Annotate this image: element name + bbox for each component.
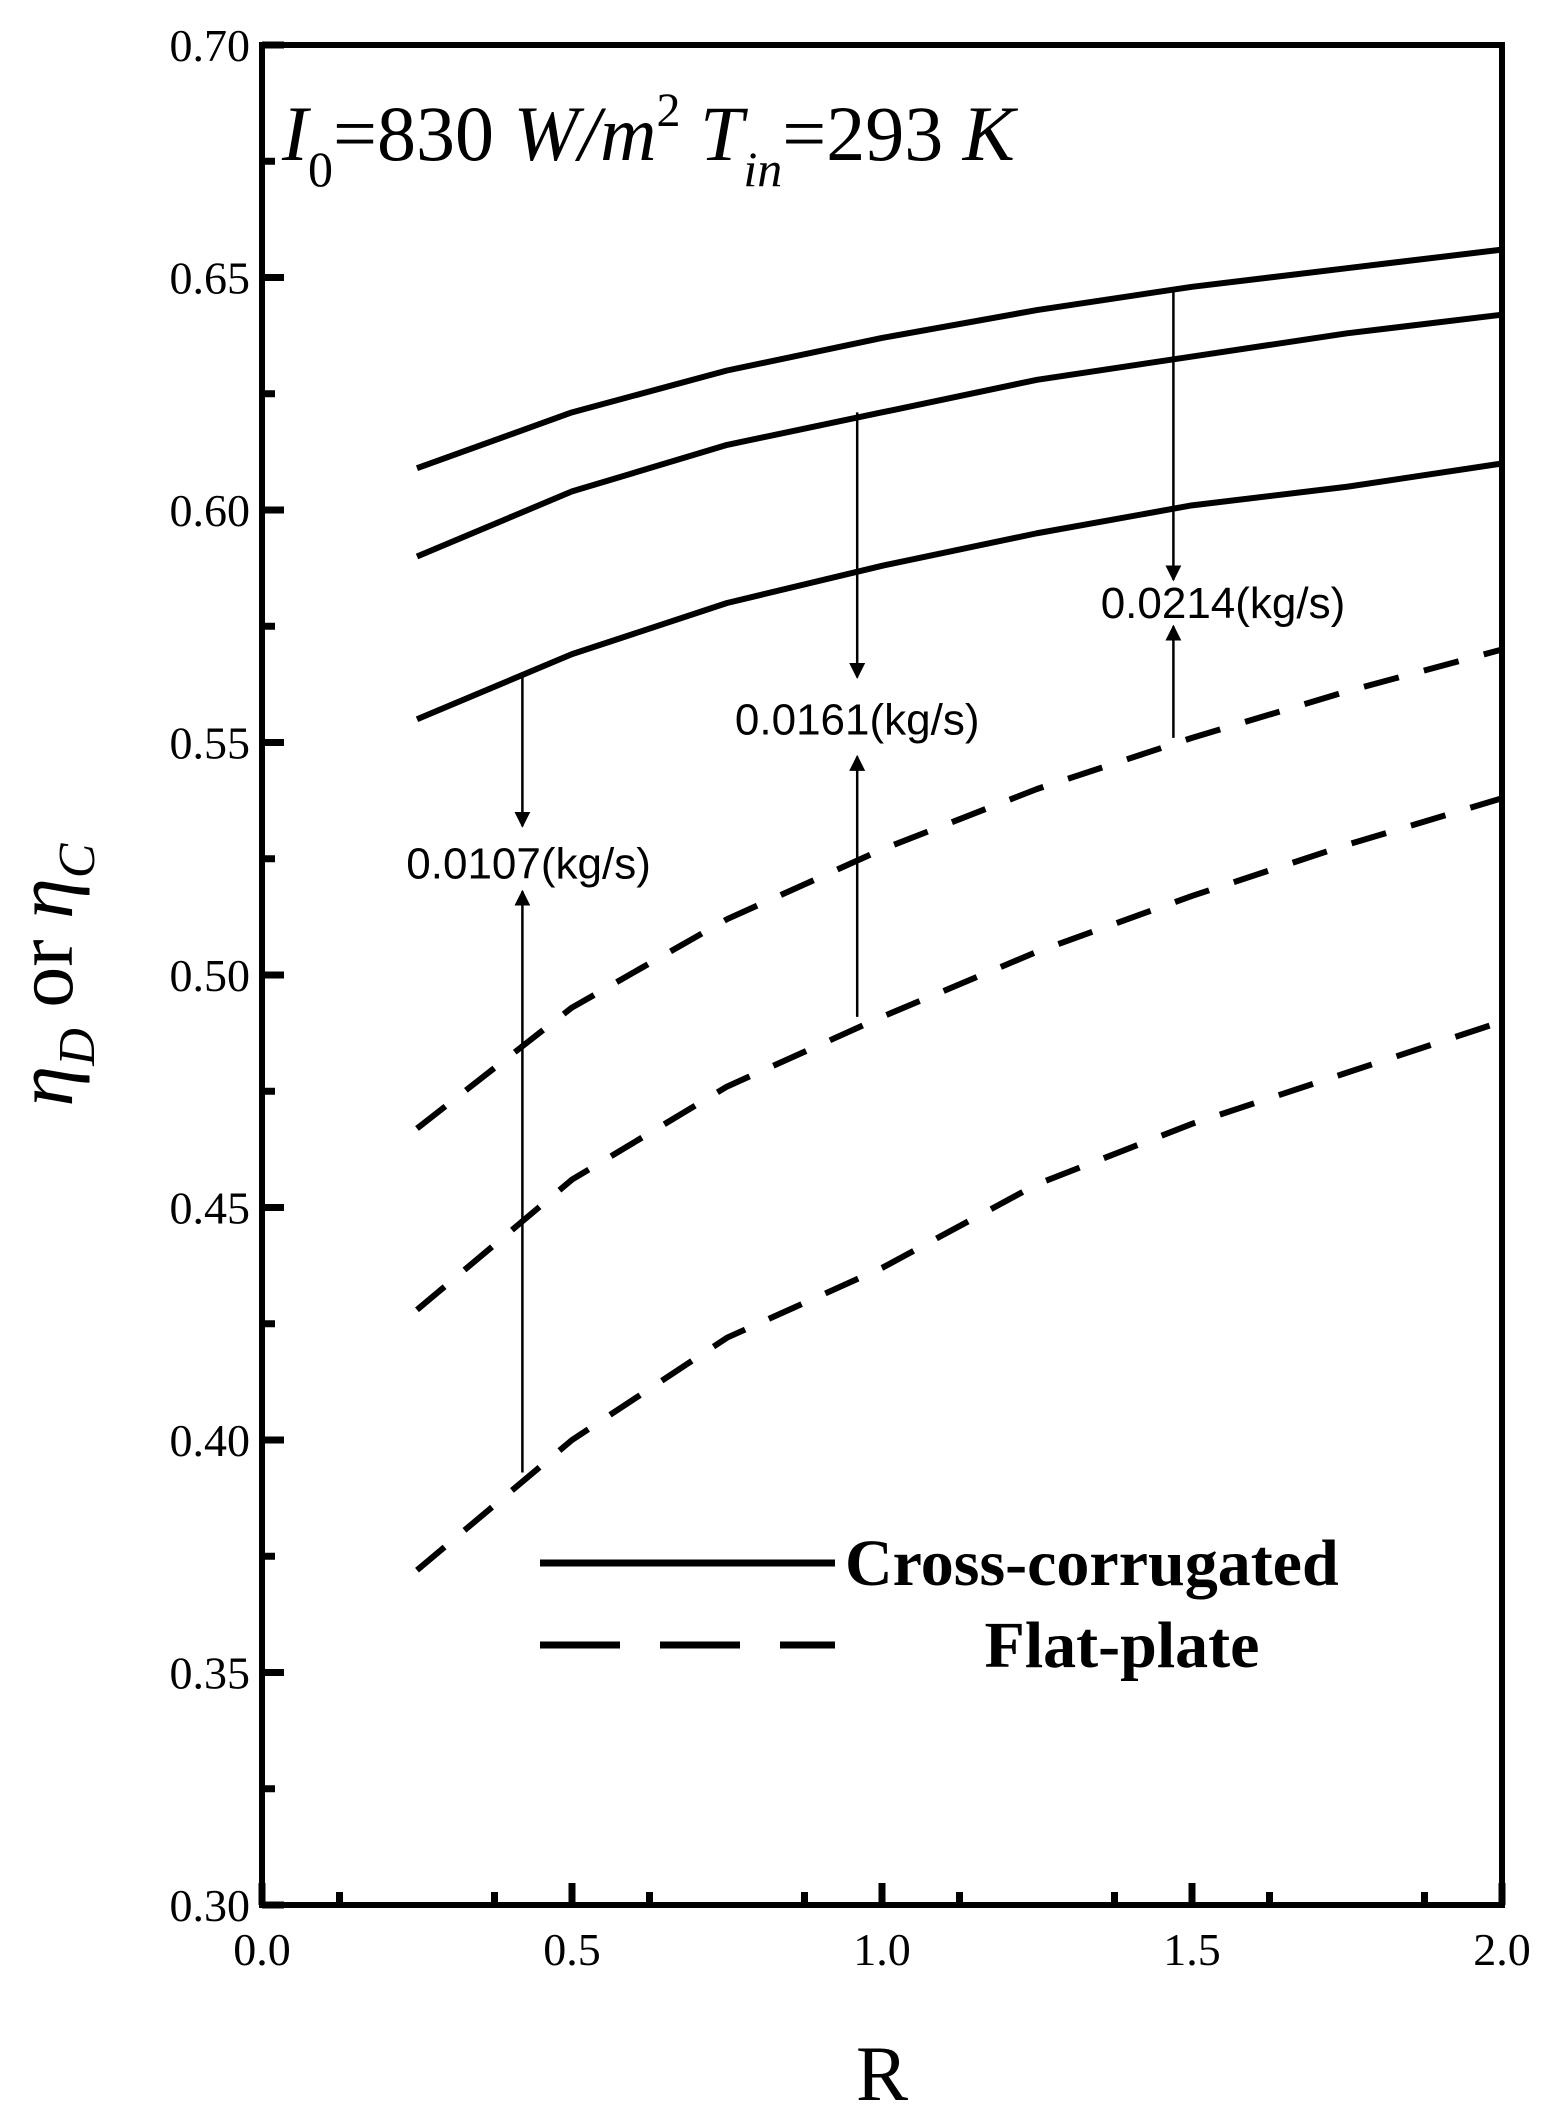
- y-tick-label: 0.40: [170, 1415, 251, 1466]
- y-tick-label: 0.45: [170, 1183, 251, 1234]
- mass-flow-label-3: 0.0214(kg/s): [1101, 579, 1346, 628]
- plot-frame: [259, 42, 1505, 1908]
- x-tick-label: 1.5: [1163, 1924, 1221, 1975]
- legend-label-cross-corrugated: Cross-corrugated: [845, 1527, 1339, 1600]
- x-axis-title: R: [856, 2030, 908, 2117]
- irradiance-symbol: I: [281, 90, 312, 177]
- y-axis-or: or: [0, 939, 90, 1007]
- conditions-label: I0=830 W/m2 Tin=293 K: [281, 84, 1019, 197]
- series-layer: [415, 246, 1503, 1573]
- y-tick-label: 0.65: [170, 253, 251, 304]
- inlet-temp-value: =293: [782, 90, 943, 177]
- x-tick-label: 0.5: [543, 1924, 601, 1975]
- inlet-temp-symbol: T: [700, 90, 748, 177]
- mass-flow-label-2: 0.0161(kg/s): [735, 695, 980, 744]
- inlet-temp-subscript: in: [743, 141, 782, 197]
- y-axis-symbol-1: η: [0, 1066, 90, 1107]
- cross-corrugated-line-2: [415, 311, 1503, 560]
- cross-corrugated-line-1: [415, 246, 1503, 471]
- x-tick-label: 2.0: [1473, 1924, 1531, 1975]
- flat-plate-line-5: [415, 795, 1503, 1313]
- irradiance-unit: W/m: [513, 90, 656, 177]
- legend: Cross-corrugated Flat-plate: [540, 1527, 1339, 1682]
- y-tick-label: 0.55: [170, 718, 251, 769]
- y-axis-symbol-2: η: [0, 878, 90, 919]
- flat-plate-line-6: [415, 1018, 1503, 1573]
- x-tick-label: 0.0: [233, 1924, 291, 1975]
- y-axis-subscript-2: C: [49, 842, 106, 878]
- annotation-layer: 0.0107(kg/s) 0.0161(kg/s) 0.0214(kg/s): [406, 291, 1346, 1473]
- inlet-temp-unit: K: [962, 90, 1019, 177]
- y-axis-subscript-1: D: [49, 1028, 106, 1067]
- y-tick-label: 0.50: [170, 950, 251, 1001]
- irradiance-subscript: 0: [308, 141, 333, 197]
- irradiance-exponent: 2: [656, 84, 680, 137]
- y-tick-label: 0.35: [170, 1648, 251, 1699]
- y-tick-label: 0.30: [170, 1880, 251, 1931]
- mass-flow-label-1: 0.0107(kg/s): [406, 839, 651, 888]
- flat-plate-line-4: [415, 646, 1503, 1131]
- cross-corrugated-line-3: [415, 460, 1503, 723]
- legend-label-flat-plate: Flat-plate: [985, 1609, 1260, 1682]
- y-tick-label: 0.70: [170, 20, 251, 71]
- irradiance-value: =830: [333, 90, 494, 177]
- x-tick-label: 1.0: [853, 1924, 911, 1975]
- y-axis-title: ηD or ηC: [0, 842, 106, 1106]
- y-tick-label: 0.60: [170, 485, 251, 536]
- axis-ticks: 0.0 0.5 1.0 1.5 2.0 0.30 0.35 0.40 0.45 0.50 0.55 0…: [170, 20, 1531, 1975]
